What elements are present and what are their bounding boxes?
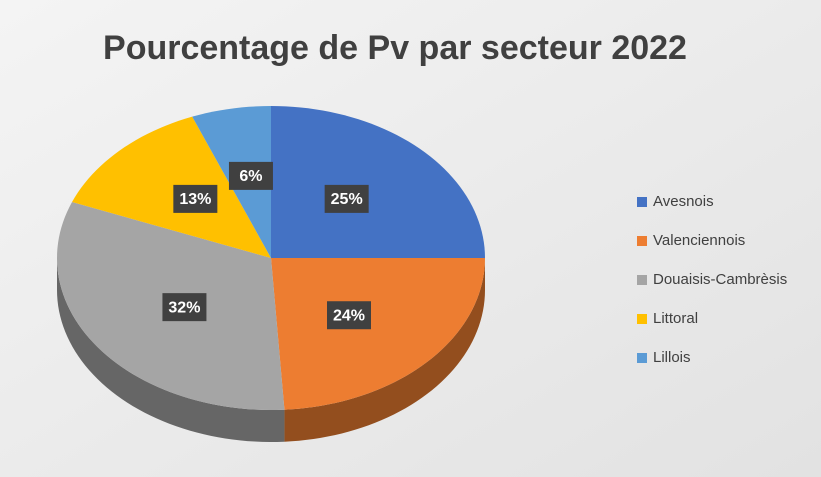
legend-swatch xyxy=(637,236,647,246)
value-label-box xyxy=(326,301,371,330)
legend-label: Avesnois xyxy=(653,193,714,210)
slice xyxy=(271,258,485,410)
chart-title: Pourcentage de Pv par secteur 2022 xyxy=(103,29,687,67)
legend-swatch xyxy=(637,197,647,207)
value-label: 25% xyxy=(331,191,363,208)
value-label: 32% xyxy=(168,299,200,316)
value-label-box xyxy=(324,184,369,213)
value-label: 13% xyxy=(179,191,211,208)
legend-swatch xyxy=(637,275,647,285)
legend-swatch xyxy=(637,353,647,363)
legend-label: Douaisis-Cambrèsis xyxy=(653,271,787,288)
value-label: 24% xyxy=(333,307,365,324)
legend-label: Lillois xyxy=(653,349,691,366)
legend-label: Littoral xyxy=(653,310,698,327)
slice-side xyxy=(284,258,485,442)
legend-label: Valenciennois xyxy=(653,232,745,249)
value-label: 6% xyxy=(239,168,262,185)
legend-swatch xyxy=(637,314,647,324)
slice xyxy=(72,116,271,258)
slice-side xyxy=(57,258,285,442)
value-label-box xyxy=(173,184,218,213)
slice xyxy=(271,106,485,258)
value-label-box xyxy=(162,293,207,322)
value-label-box xyxy=(228,161,273,190)
